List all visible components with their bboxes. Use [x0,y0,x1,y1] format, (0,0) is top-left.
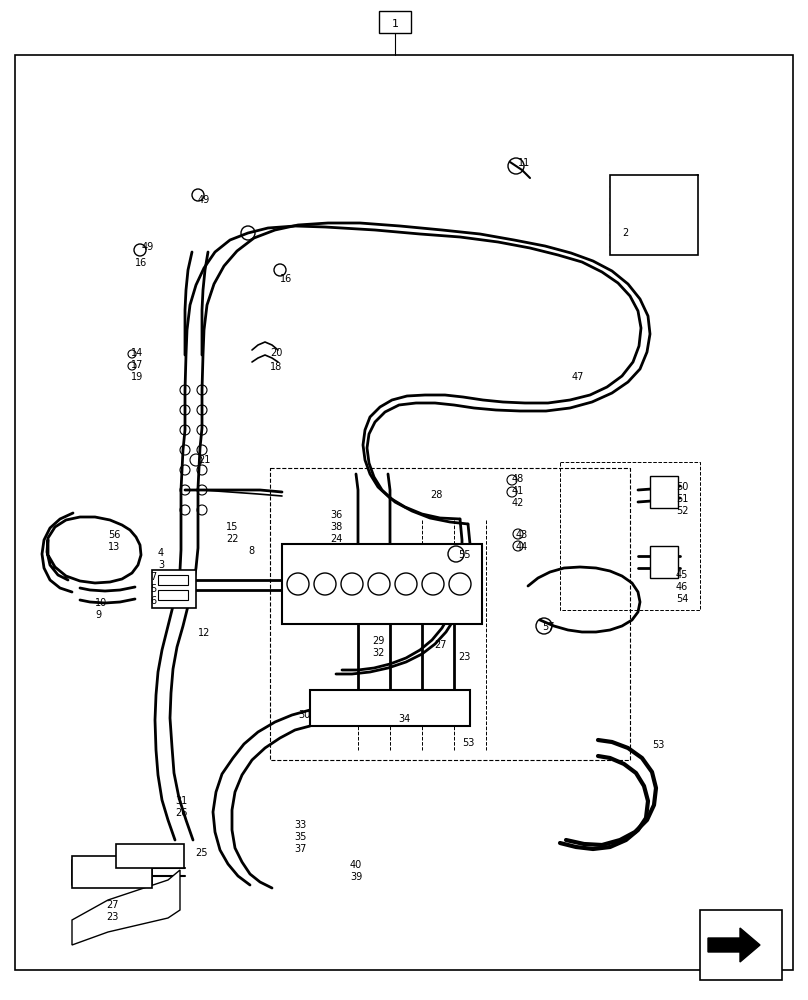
Text: 47: 47 [572,372,584,382]
Text: 44: 44 [516,542,528,552]
Text: 4: 4 [158,548,164,558]
Text: 29: 29 [372,636,385,646]
Polygon shape [72,870,180,945]
Text: 19: 19 [131,372,143,382]
Text: 37: 37 [294,844,306,854]
Text: 55: 55 [458,550,470,560]
Text: 11: 11 [518,158,530,168]
Text: 45: 45 [676,570,688,580]
Text: 49: 49 [142,242,154,252]
Text: 39: 39 [350,872,362,882]
Text: 48: 48 [512,474,524,484]
Bar [310,690,470,726]
Text: 5: 5 [150,584,156,594]
Text: 34: 34 [398,714,410,724]
Text: 54: 54 [676,594,688,604]
Text: 14: 14 [131,348,143,358]
Text: 15: 15 [226,522,238,532]
Text: 12: 12 [198,628,210,638]
Text: 16: 16 [135,258,147,268]
Text: 36: 36 [330,510,343,520]
Text: 21: 21 [198,455,210,465]
Text: 3: 3 [158,560,164,570]
Text: 25: 25 [195,848,208,858]
Text: 32: 32 [372,648,385,658]
Text: 16: 16 [280,274,292,284]
Text: 17: 17 [131,360,143,370]
Text: 42: 42 [512,498,524,508]
Text: 7: 7 [150,572,156,582]
Bar [650,476,678,508]
Text: 51: 51 [676,494,688,504]
Bar [158,590,188,600]
Bar [282,544,482,624]
Text: 35: 35 [294,832,306,842]
Text: 50: 50 [676,482,688,492]
Text: 52: 52 [676,506,688,516]
Bar [610,175,698,255]
Text: 8: 8 [248,546,255,556]
Text: 30: 30 [298,710,310,720]
Text: 40: 40 [350,860,362,870]
Text: 6: 6 [150,596,156,606]
Text: 1: 1 [392,19,398,29]
Text: 18: 18 [270,362,282,372]
Text: 22: 22 [226,534,238,544]
Text: 56: 56 [108,530,120,540]
Text: 10: 10 [95,598,107,608]
Text: 27: 27 [106,900,119,910]
Text: 46: 46 [676,582,688,592]
Text: 2: 2 [622,228,629,238]
Bar [650,546,678,578]
Text: 23: 23 [106,912,119,922]
Text: 13: 13 [108,542,120,552]
Text: 43: 43 [516,530,528,540]
Bar [72,856,152,888]
Text: 27: 27 [434,640,447,650]
Text: 53: 53 [462,738,474,748]
Text: 23: 23 [458,652,470,662]
Text: 57: 57 [542,622,554,632]
Bar [379,11,411,33]
Text: 9: 9 [95,610,101,620]
Text: 49: 49 [198,195,210,205]
Bar [116,844,184,868]
Text: 20: 20 [270,348,282,358]
Text: 28: 28 [430,490,442,500]
Polygon shape [708,928,760,962]
Text: 33: 33 [294,820,306,830]
Text: 31: 31 [175,796,187,806]
Text: 41: 41 [512,486,524,496]
Text: 26: 26 [175,808,187,818]
Bar [700,910,782,980]
Text: 53: 53 [652,740,664,750]
Bar [152,570,196,608]
Text: 24: 24 [330,534,343,544]
Text: 38: 38 [330,522,343,532]
Bar [158,575,188,585]
